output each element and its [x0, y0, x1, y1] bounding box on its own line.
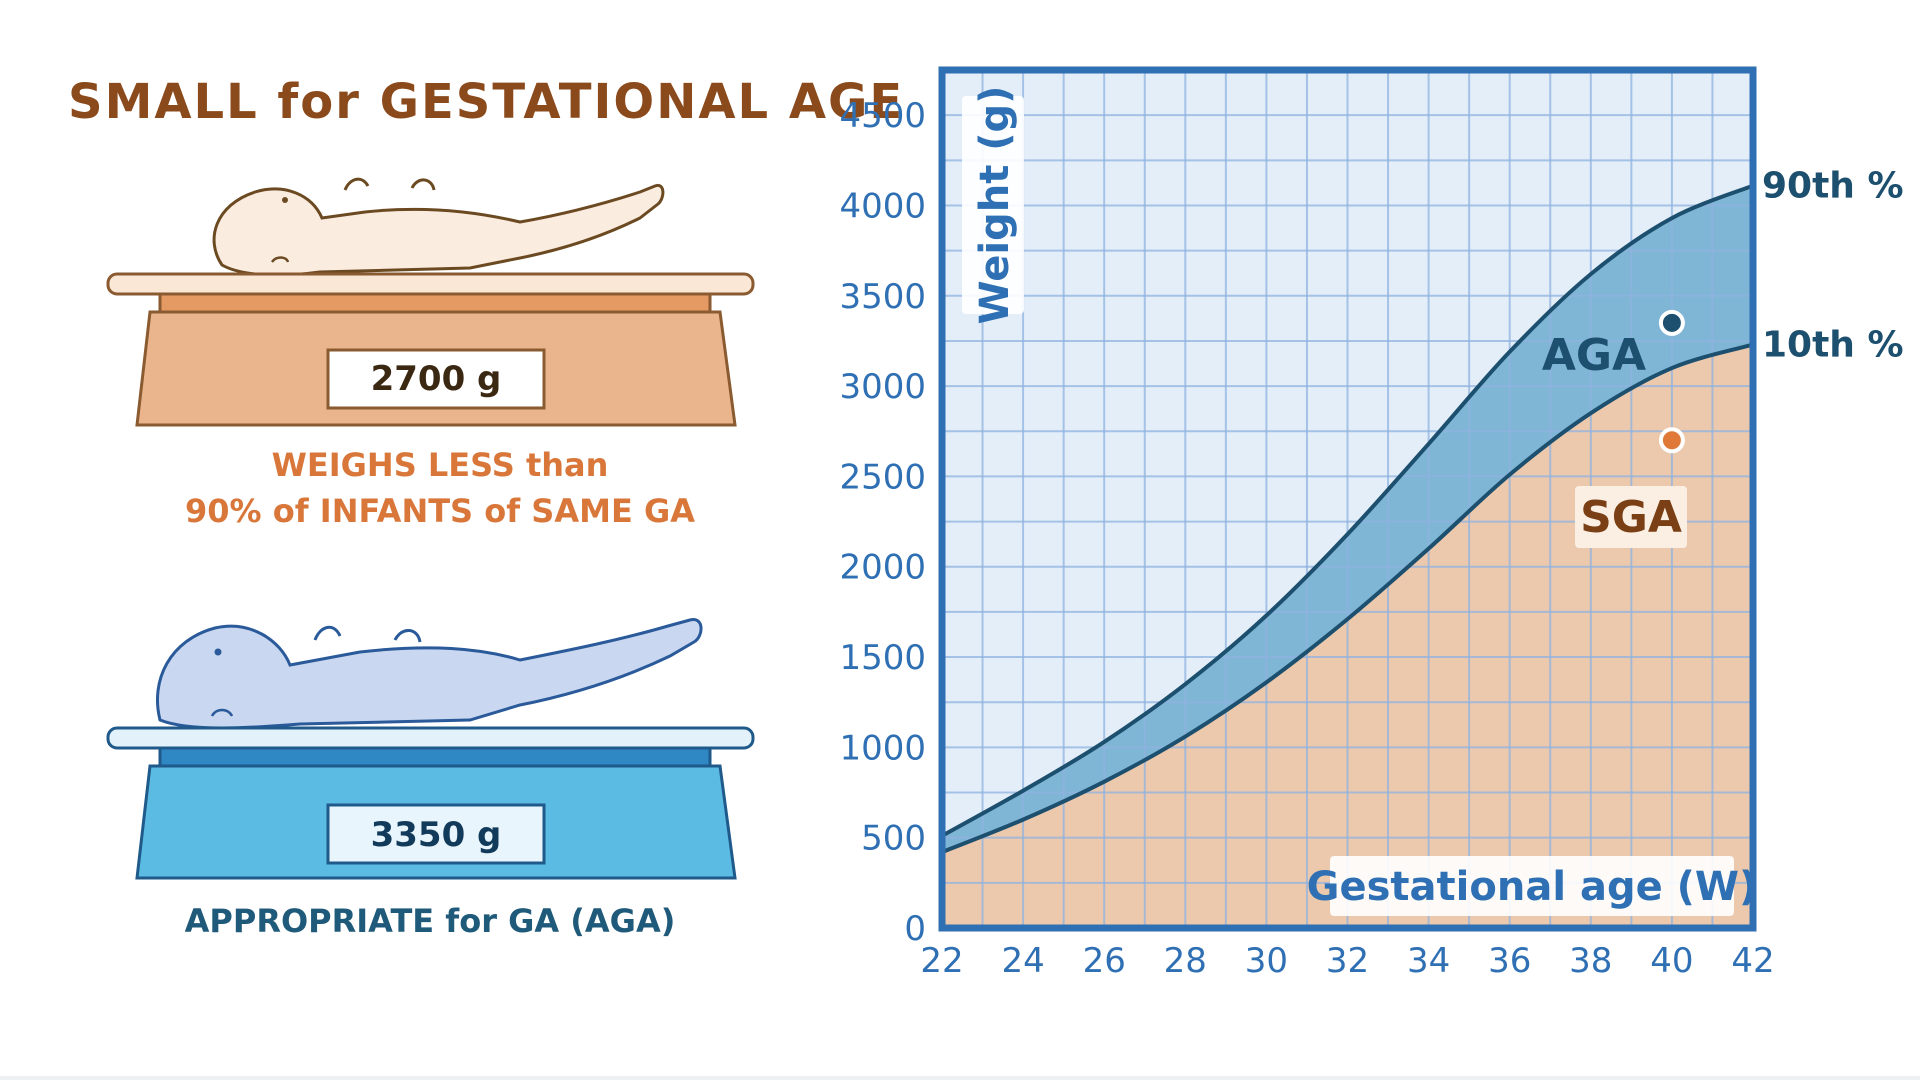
- x-tick-label: 30: [1245, 941, 1288, 981]
- caption-aga: APPROPRIATE for GA (AGA): [185, 902, 676, 940]
- scale-sga: [106, 272, 755, 427]
- ylabel-backdrop: [962, 96, 1024, 314]
- caption-sga-line1: WEIGHS LESS than: [272, 446, 609, 484]
- region-label-sga: SGA: [1580, 492, 1682, 543]
- curve-10th-percentile: [941, 342, 1754, 854]
- y-tick-label: 4500: [839, 96, 926, 136]
- footer-divider: [0, 1076, 1920, 1080]
- scale-aga: [106, 726, 755, 880]
- sga-label-backdrop: [1575, 486, 1687, 548]
- y-tick-label: 2500: [839, 457, 926, 497]
- x-tick-label: 24: [1001, 941, 1044, 981]
- y-tick-label: 3500: [839, 277, 926, 317]
- y-tick-label: 500: [861, 819, 926, 859]
- x-tick-label: 28: [1164, 941, 1207, 981]
- caption-sga-line2: 90% of INFANTS of SAME GA: [185, 492, 695, 530]
- x-axis-label: Gestational age (W): [1307, 864, 1758, 910]
- growth-chart: 22 24 26 28 30 32 34 36 38 40 42 0 500 1000 1500 2000 25…: [839, 66, 1904, 981]
- y-axis-label: Weight (g): [972, 86, 1018, 325]
- xlabel-backdrop: [1330, 856, 1734, 916]
- y-tick-label: 3000: [839, 367, 926, 407]
- region-label-aga: AGA: [1542, 330, 1646, 381]
- x-tick-label: 22: [920, 941, 963, 981]
- data-point-aga: [1658, 309, 1685, 336]
- series-label-10th: 10th %: [1762, 325, 1904, 366]
- x-tick-label: 26: [1083, 941, 1126, 981]
- x-tick-label: 42: [1731, 941, 1774, 981]
- x-tick-label: 32: [1326, 941, 1369, 981]
- data-point-sga: [1658, 427, 1685, 454]
- y-tick-label: 2000: [839, 548, 926, 588]
- x-tick-label: 34: [1407, 941, 1450, 981]
- plot-frame: [938, 66, 1757, 932]
- scale-reading-aga: 3350 g: [371, 815, 502, 855]
- x-tick-label: 36: [1488, 941, 1531, 981]
- curve-90th-percentile: [941, 183, 1754, 838]
- y-tick-label: 1000: [839, 728, 926, 768]
- x-tick-label: 40: [1650, 941, 1693, 981]
- infant-illustration-sga: [212, 177, 665, 277]
- x-tick-label: 38: [1569, 941, 1612, 981]
- series-label-90th: 90th %: [1762, 166, 1904, 207]
- infant-illustration-aga: [155, 618, 703, 730]
- y-tick-label: 0: [904, 909, 926, 949]
- scale-reading-sga: 2700 g: [371, 359, 502, 399]
- y-tick-label: 4000: [839, 186, 926, 226]
- page-title: SMALL for GESTATIONAL AGE: [68, 74, 904, 130]
- y-tick-label: 1500: [839, 638, 926, 678]
